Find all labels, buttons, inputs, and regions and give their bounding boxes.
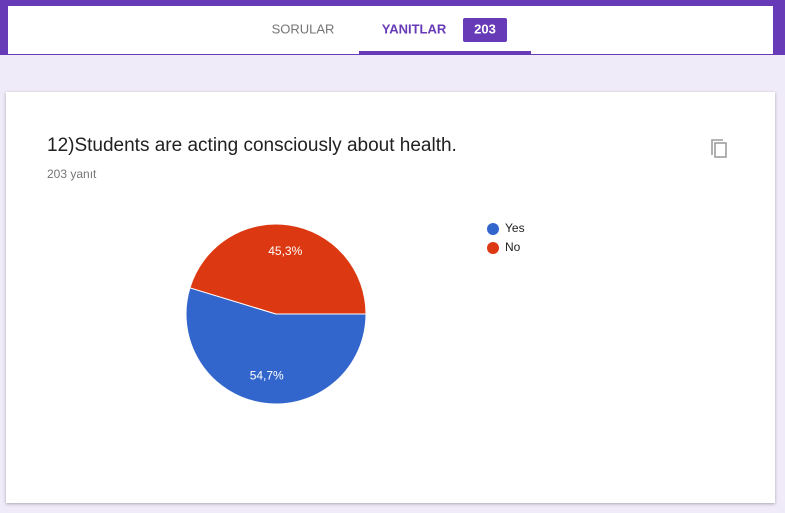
pie-slice [185,287,367,405]
copy-icon[interactable] [711,139,727,158]
pie-slice [189,223,367,315]
legend-swatch [487,242,499,254]
card [6,92,775,503]
badge-count: 203 [474,21,496,36]
legend-swatch [487,223,499,235]
response-count: 203 yanıt [47,167,97,181]
legend-label: No [505,240,521,254]
question-title: 12)Students are acting consciously about… [47,135,457,156]
tab-indicator [359,51,531,54]
badge [463,18,507,42]
tab[interactable]: YANITLAR [382,21,447,36]
slice-label: 54,7% [250,368,284,382]
legend-label: Yes [505,221,525,235]
slice-label: 45,3% [268,244,302,258]
tab[interactable]: SORULAR [272,21,335,36]
header-bar [8,6,773,54]
